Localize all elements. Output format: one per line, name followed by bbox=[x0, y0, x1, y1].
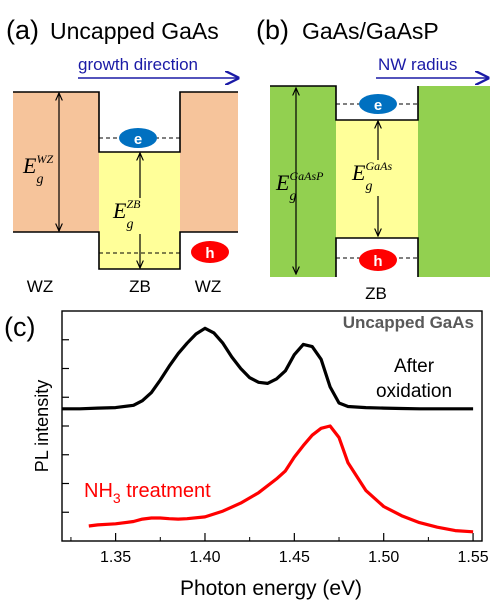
x-ticks: 1.35 1.40 1.45 1.50 1.55 bbox=[70, 533, 489, 566]
inset-title: Uncapped GaAs bbox=[343, 313, 474, 332]
panel-b: (b) GaAs/GaAsP NW radius e h EgGaAsP EgG… bbox=[256, 15, 490, 303]
core-hole-marker bbox=[359, 249, 397, 271]
panel-a-title: Uncapped GaAs bbox=[50, 18, 219, 44]
x-tick-label: 1.40 bbox=[189, 549, 220, 566]
zb-gap-symbol: EgZB bbox=[112, 197, 141, 232]
hole-marker bbox=[191, 241, 229, 263]
x-tick-label: 1.35 bbox=[100, 549, 131, 566]
core-electron-label: e bbox=[374, 97, 382, 114]
x-tick-label: 1.55 bbox=[457, 549, 488, 566]
series-nh3-treatment bbox=[88, 424, 474, 534]
growth-direction-label: growth direction bbox=[78, 55, 198, 74]
region-label-zb: ZB bbox=[129, 277, 151, 296]
x-tick-label: 1.50 bbox=[368, 549, 399, 566]
plot-frame bbox=[61, 310, 483, 542]
core-hole-label: h bbox=[373, 253, 382, 270]
electron-marker bbox=[119, 128, 157, 148]
y-axis-label: PL intensity bbox=[32, 380, 52, 472]
gaasp-shell-left bbox=[270, 86, 336, 277]
panel-a-letter: (a) bbox=[6, 15, 39, 45]
core-electron-marker bbox=[359, 94, 397, 114]
electron-label: e bbox=[134, 131, 142, 148]
panel-b-letter: (b) bbox=[256, 15, 289, 45]
label-after: After bbox=[394, 356, 435, 377]
core-conduction-edge bbox=[270, 85, 419, 121]
y-ticks bbox=[62, 339, 69, 513]
panel-b-title: GaAs/GaAsP bbox=[302, 18, 439, 44]
conduction-band-edge bbox=[13, 91, 238, 153]
wz-gap-symbol: EgWZ bbox=[22, 152, 53, 187]
gaasp-shell-right bbox=[418, 86, 490, 277]
zb-gap-label-bg bbox=[108, 198, 160, 234]
gaasp-gap-symbol: EgGaAsP bbox=[275, 169, 324, 204]
x-axis-label: Photon energy (eV) bbox=[180, 577, 362, 600]
wz-band-right bbox=[180, 92, 238, 232]
region-label-wz-right: WZ bbox=[195, 277, 221, 296]
region-label-zb-b: ZB bbox=[365, 284, 387, 303]
panel-c-letter: (c) bbox=[4, 312, 35, 342]
panel-a: (a) Uncapped GaAs growth direction e h E… bbox=[6, 15, 238, 296]
gaas-gap-symbol: EgGaAs bbox=[351, 159, 392, 194]
gaas-gap-label-bg bbox=[348, 160, 408, 196]
x-tick-label: 1.45 bbox=[279, 549, 310, 566]
label-nh3: NH3 treatment bbox=[84, 480, 211, 506]
series-after-oxidation bbox=[62, 326, 474, 411]
hole-label: h bbox=[205, 245, 214, 262]
nw-radius-label: NW radius bbox=[378, 55, 457, 74]
panel-c: (c) 1.35 1.40 1.45 1.50 1.55 Uncapped GaAs A… bbox=[4, 310, 489, 600]
label-oxidation: oxidation bbox=[376, 381, 452, 402]
valence-band-edge bbox=[13, 231, 238, 270]
region-label-wz-left: WZ bbox=[27, 277, 53, 296]
